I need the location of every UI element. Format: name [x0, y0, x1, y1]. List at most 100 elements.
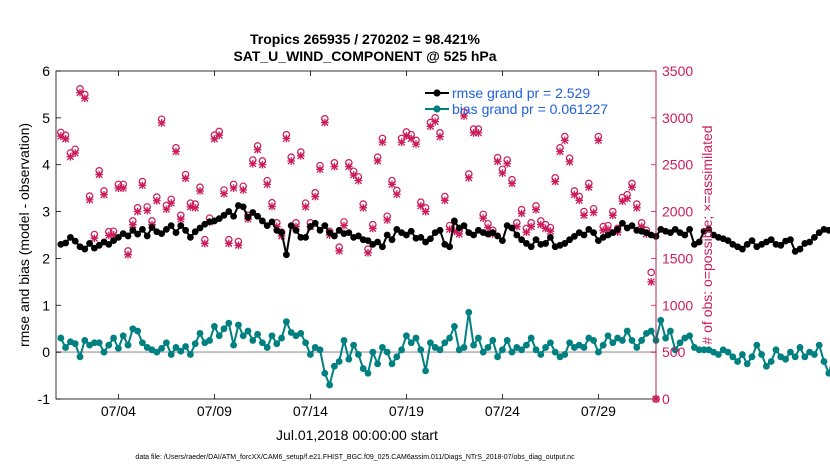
count-assimilated-marker: [287, 157, 296, 165]
bias-point: [609, 339, 617, 347]
count-assimilated-point: [416, 202, 425, 210]
rmse-point: [777, 241, 785, 249]
bias-point: [302, 339, 309, 347]
bias-point: [345, 355, 353, 363]
rmse-point: [542, 240, 549, 247]
count-assimilated-marker: [407, 134, 416, 143]
bias-point: [355, 351, 362, 358]
rmse-point: [470, 231, 477, 239]
rmse-point: [609, 229, 617, 237]
bias-point: [499, 346, 506, 354]
bias-point: [547, 339, 554, 347]
count-assimilated-point: [402, 131, 411, 140]
bias-point: [633, 344, 641, 351]
count-assimilated-marker: [172, 147, 180, 156]
rmse-point: [806, 238, 813, 246]
count-assimilated-marker: [311, 192, 320, 201]
bias-point: [465, 308, 473, 316]
count-assimilated-marker: [268, 202, 276, 211]
bias-point: [441, 339, 449, 347]
rmse-point: [244, 213, 252, 221]
bias-point: [268, 332, 276, 340]
rmse-point: [628, 222, 636, 230]
count-assimilated-marker: [412, 140, 420, 148]
count-assimilated-point: [632, 203, 641, 212]
rmse-point: [124, 232, 132, 240]
count-assimilated-point: [100, 190, 108, 199]
rmse-point: [407, 227, 415, 235]
count-assimilated-point: [618, 197, 627, 206]
bias-point: [503, 337, 511, 344]
count-assimilated-point: [71, 149, 80, 157]
x-tick-label: 07/09: [197, 403, 232, 419]
count-assimilated-marker: [373, 157, 382, 165]
bias-point: [599, 341, 607, 349]
rmse-point: [614, 225, 621, 233]
count-assimilated-point: [359, 203, 368, 212]
y-tick-label-left: 0: [42, 344, 50, 360]
count-assimilated-marker: [450, 227, 459, 236]
rmse-point: [182, 226, 190, 234]
bias-point: [436, 346, 444, 354]
rmse-point: [158, 230, 166, 237]
rmse-point: [268, 218, 276, 226]
count-assimilated-marker: [354, 176, 363, 185]
rmse-point: [311, 219, 319, 227]
rmse-point: [705, 225, 713, 233]
bias-point: [508, 348, 516, 356]
rmse-point: [225, 208, 233, 215]
count-assimilated-point: [373, 157, 382, 165]
rmse-point: [667, 229, 674, 237]
bias-point: [662, 334, 669, 342]
rmse-point: [724, 237, 732, 245]
count-assimilated-marker: [397, 138, 406, 147]
count-assimilated-marker: [95, 170, 104, 179]
bias-point: [206, 337, 214, 344]
bias-point: [724, 348, 732, 356]
bias-point: [321, 369, 329, 377]
count-assimilated-point: [484, 223, 492, 232]
bias-point: [187, 351, 194, 358]
count-assimilated-marker: [162, 205, 171, 214]
bias-point: [782, 355, 789, 363]
y-tick-label-left: 4: [42, 157, 50, 173]
count-assimilated-point: [76, 88, 84, 97]
rmse-point: [326, 229, 333, 237]
rmse-point: [254, 212, 261, 220]
bias-point: [801, 353, 809, 361]
y-tick-label-right: 1500: [662, 250, 693, 266]
rmse-point: [302, 233, 309, 241]
count-assimilated-point: [364, 248, 372, 257]
rmse-point: [561, 240, 569, 247]
count-assimilated-point: [128, 220, 137, 229]
bias-point: [527, 334, 535, 342]
count-assimilated-point: [589, 208, 598, 217]
count-assimilated-marker: [191, 203, 200, 212]
count-assimilated-marker: [546, 227, 555, 236]
count-assimilated-marker: [104, 231, 113, 240]
bias-point: [479, 348, 487, 356]
x-tick-label: 07/29: [581, 403, 616, 419]
bias-point: [537, 351, 545, 358]
bias-point: [566, 339, 573, 347]
bias-point: [239, 332, 247, 340]
count-assimilated-marker: [584, 183, 593, 192]
rmse-point: [403, 231, 410, 239]
count-assimilated-marker: [445, 225, 454, 234]
count-assimilated-marker: [85, 196, 94, 204]
count-assimilated-point: [90, 234, 99, 243]
bias-point: [364, 369, 372, 377]
count-assimilated-point: [210, 135, 219, 143]
count-assimilated-point: [224, 239, 233, 248]
legend-rmse-label: rmse grand pr = 2.529: [452, 85, 590, 101]
rmse-point: [292, 226, 300, 234]
count-assimilated-point: [388, 180, 396, 189]
count-assimilated-point: [647, 278, 656, 286]
count-assimilated-point: [517, 209, 526, 218]
rmse-point: [595, 237, 602, 245]
bias-point: [139, 339, 146, 347]
rmse-point: [316, 226, 324, 234]
bias-point: [57, 334, 65, 342]
x-axis-label: Jul.01,2018 00:00:00 start: [276, 427, 438, 443]
count-assimilated-point: [440, 196, 449, 205]
